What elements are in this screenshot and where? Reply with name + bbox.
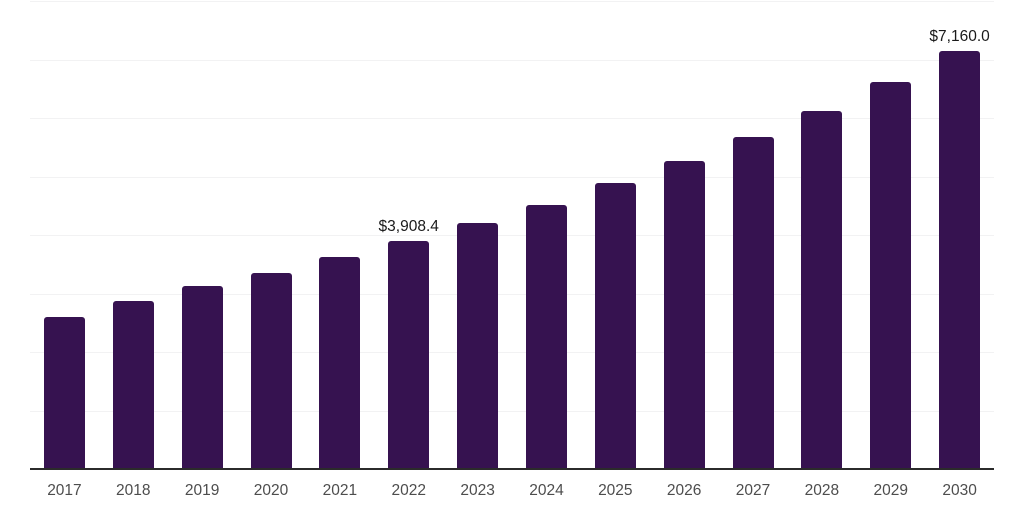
x-tick-2022: 2022: [391, 482, 426, 499]
x-tick-2020: 2020: [253, 482, 289, 499]
bars-container: $3,908.4 $7,160.0: [30, 2, 994, 470]
gridline: [30, 59, 994, 61]
bar-2025: [594, 183, 636, 470]
gridline: [30, 352, 994, 353]
bar-slot-2029: [856, 2, 925, 470]
plot-area: $3,908.4 $7,160.0: [30, 1, 994, 470]
x-tick-2024: 2024: [529, 482, 564, 499]
x-tick-2023: 2023: [460, 482, 495, 499]
x-tick-2027: 2027: [735, 482, 771, 499]
bar-slot-2022: $3,908.4: [374, 2, 443, 470]
bar-2023: [457, 223, 499, 470]
gridline: [30, 118, 994, 119]
bar-slot-2024: [512, 2, 581, 470]
bar-slot-2027: [719, 2, 788, 470]
x-tick-2026: 2026: [666, 482, 702, 499]
bar-2018: [112, 301, 154, 470]
bar-2028: [801, 110, 843, 470]
gridline: [30, 410, 994, 412]
x-tick-2029: 2029: [873, 482, 908, 499]
x-tick-2017: 2017: [47, 482, 82, 499]
bar-2027: [732, 136, 774, 470]
bar-2022: [388, 241, 430, 470]
x-tick-2018: 2018: [116, 482, 151, 499]
x-tick-2025: 2025: [598, 482, 633, 499]
gridline: [30, 235, 994, 236]
x-axis-line: [30, 468, 994, 470]
x-tick-2019: 2019: [184, 482, 220, 499]
bar-2019: [181, 286, 223, 470]
bar-slot-2018: [99, 2, 168, 470]
bar-slot-2017: [30, 2, 99, 470]
bar-slot-2028: [787, 2, 856, 470]
bar-slot-2023: [443, 2, 512, 470]
bar-2026: [663, 161, 705, 470]
bar-slot-2026: [650, 2, 719, 470]
bar-slot-2025: [581, 2, 650, 470]
bar-2021: [319, 257, 361, 470]
gridline: [30, 176, 994, 178]
gridline: [30, 1, 994, 2]
x-axis-labels: 2017 2018 2019 2020 2021 2022 2023 2024 2025 2026…: [30, 470, 994, 512]
x-tick-2021: 2021: [322, 482, 358, 499]
data-label-2022: $3,908.4: [378, 217, 439, 235]
bar-2030: [939, 51, 981, 470]
bar-2024: [525, 205, 567, 470]
bar-slot-2020: [237, 2, 306, 470]
bar-2017: [43, 317, 85, 470]
x-tick-2028: 2028: [804, 482, 840, 499]
bar-slot-2019: [168, 2, 237, 470]
bar-slot-2030: $7,160.0: [925, 2, 994, 470]
data-label-2030: $7,160.0: [929, 27, 990, 45]
bar-slot-2021: [305, 2, 374, 470]
bar-2020: [250, 273, 292, 470]
x-tick-2030: 2030: [942, 482, 977, 499]
bar-2029: [870, 81, 912, 470]
gridline: [30, 293, 994, 295]
